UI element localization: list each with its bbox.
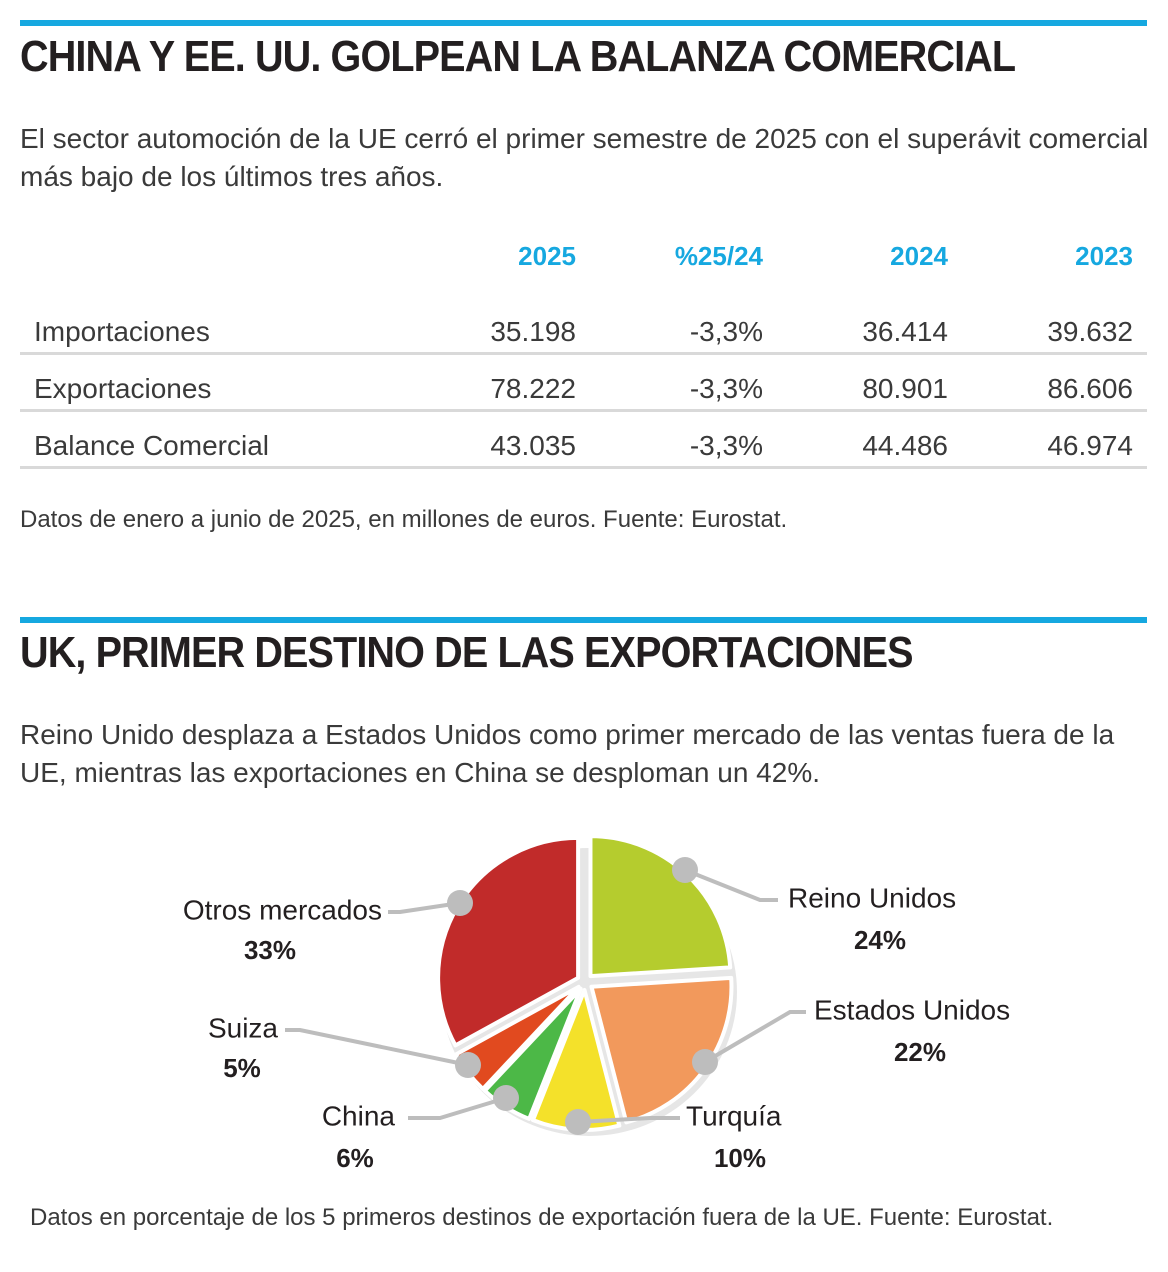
table-cell: 43.035 [290, 410, 576, 469]
table-cell: 80.901 [763, 353, 948, 412]
section1-subtitle: El sector automoción de la UE cerró el p… [20, 123, 1149, 192]
section1-title: CHINA Y EE. UU. GOLPEAN LA BALANZA COMER… [20, 32, 1016, 81]
section1-rule [20, 20, 1147, 26]
slice-label-suiza: Suiza [208, 1012, 278, 1043]
table-cell: 44.486 [763, 410, 948, 469]
slice-value-suiza: 5% [223, 1053, 261, 1083]
table-cell: 39.632 [948, 298, 1147, 355]
section1-source-note: Datos de enero a junio de 2025, en millo… [20, 506, 788, 533]
slice-label-reino-unido: Reino Unidos [788, 882, 956, 913]
table-row: Exportaciones 78.222 -3,3% 80.901 86.606 [20, 353, 1147, 412]
leader-line-reino-unido [684, 868, 778, 902]
slice-value-china: 6% [336, 1143, 374, 1173]
table-header-2024: 2024 [890, 240, 948, 271]
table-cell: 36.414 [763, 298, 948, 355]
table-header-change: %25/24 [674, 240, 763, 271]
table-header-row: 2025 %25/24 2024 2023 [20, 230, 1147, 282]
table-row: Balance Comercial 43.035 -3,3% 44.486 46… [20, 410, 1147, 469]
slice-label-otros-mercados: Otros mercados [183, 894, 382, 925]
pie-slice-reino-unido [588, 834, 733, 979]
table-cell: 78.222 [290, 353, 576, 412]
table-cell: 46.974 [948, 410, 1147, 469]
section2-rule [20, 617, 1147, 623]
leader-dot-otros-mercados [447, 890, 473, 916]
leader-dot-turquia [565, 1109, 591, 1135]
slice-value-otros-mercados: 33% [244, 935, 296, 965]
slice-label-estados-unidos: Estados Unidos [814, 994, 1010, 1025]
table-cell: 35.198 [290, 298, 576, 355]
leader-line-turquia [577, 1116, 680, 1124]
section2-title: UK, PRIMER DESTINO DE LAS EXPORTACIONES [20, 628, 914, 677]
table-cell: -3,3% [576, 353, 763, 412]
leader-dot-suiza [455, 1052, 481, 1078]
slice-label-turquia: Turquía [686, 1100, 782, 1131]
leader-dot-reino-unido [672, 857, 698, 883]
leader-line-otros-mercados [388, 901, 461, 914]
table-cell: -3,3% [576, 298, 763, 355]
slice-value-reino-unido: 24% [854, 925, 906, 955]
export-destinations-pie: Reino Unidos 24% Estados Unidos 22% Turquía 1… [183, 834, 1010, 1173]
leader-dot-china [493, 1085, 519, 1111]
slice-value-estados-unidos: 22% [894, 1037, 946, 1067]
slice-label-china: China [322, 1100, 396, 1131]
table-header-2023: 2023 [1075, 240, 1133, 271]
row-label: Balance Comercial [20, 410, 290, 469]
section2-subtitle: Reino Unido desplaza a Estados Unidos co… [20, 719, 1115, 788]
section2-source-note: Datos en porcentaje de los 5 primeros de… [30, 1204, 1054, 1231]
trade-balance-table: 2025 %25/24 2024 2023 Importaciones 35.1… [20, 230, 1147, 469]
leader-dot-estados-unidos [692, 1049, 718, 1075]
table-header-empty [20, 230, 290, 282]
row-label: Exportaciones [20, 353, 290, 412]
leader-line-china [408, 1096, 507, 1120]
leader-line-estados-unidos [703, 1010, 806, 1064]
slice-value-turquia: 10% [714, 1143, 766, 1173]
table-cell: 86.606 [948, 353, 1147, 412]
table-row: Importaciones 35.198 -3,3% 36.414 39.632 [20, 298, 1147, 355]
table-cell: -3,3% [576, 410, 763, 469]
leader-line-suiza [285, 1028, 469, 1067]
table-header-2025: 2025 [518, 240, 576, 271]
row-label: Importaciones [20, 298, 290, 355]
